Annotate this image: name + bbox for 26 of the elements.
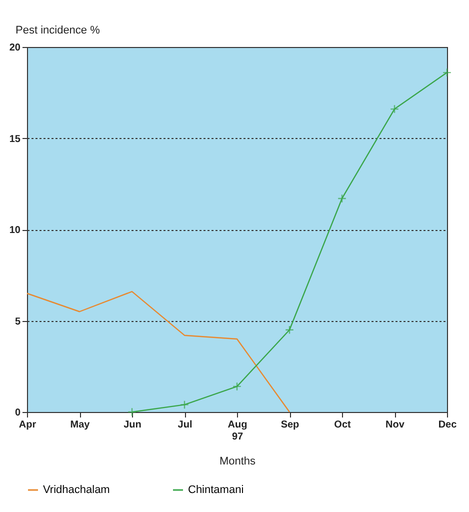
x-tick-label: May bbox=[70, 420, 90, 430]
point bbox=[442, 68, 452, 78]
x-axis-title: Months bbox=[219, 456, 256, 468]
point bbox=[338, 194, 346, 203]
y-tick-label: 0 bbox=[14, 408, 21, 418]
x-tick-label: Oct bbox=[334, 420, 352, 430]
y-tick-label: 15 bbox=[9, 134, 21, 145]
x-tick-label: Apr bbox=[18, 420, 36, 430]
point bbox=[285, 325, 294, 334]
y-tick-label: 20 bbox=[9, 42, 21, 54]
point bbox=[390, 104, 399, 114]
line-series bbox=[26, 290, 290, 413]
y-tick-label: 10 bbox=[9, 225, 21, 236]
x-tick-label: Aug 97 bbox=[228, 420, 248, 442]
point bbox=[232, 382, 242, 391]
legend-label: Chintamani bbox=[188, 484, 244, 496]
point bbox=[128, 408, 136, 416]
y-tick-label: 5 bbox=[14, 316, 21, 328]
point bbox=[180, 400, 189, 410]
x-tick-label: Dec bbox=[438, 420, 458, 430]
legend-label: Vridhachalam bbox=[43, 484, 110, 496]
y-axis-title: Pest incidence % bbox=[16, 24, 100, 36]
x-tick-label: Nov bbox=[386, 420, 405, 430]
x-tick-label: Jun bbox=[124, 420, 142, 430]
x-tick-label: Sep bbox=[280, 420, 300, 430]
x-tick-label: Jul bbox=[178, 420, 192, 430]
